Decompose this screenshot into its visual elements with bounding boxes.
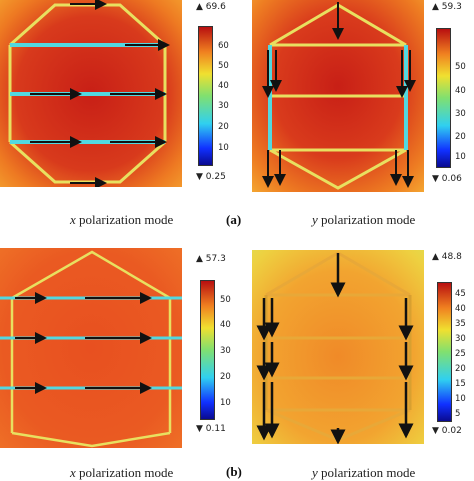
tick-label: 20 <box>218 122 229 132</box>
colorbar-max-label: ▲ 57.3 <box>196 254 226 264</box>
caption-text: polarization mode <box>317 465 416 480</box>
tick-label: 40 <box>220 320 231 330</box>
colorbar <box>436 28 451 168</box>
tick-label: 40 <box>455 304 466 314</box>
colorbar-min-label: ▼ 0.25 <box>196 172 226 182</box>
tick-label: 35 <box>455 319 466 329</box>
tick-label: 30 <box>455 109 466 119</box>
tick-label: 40 <box>455 86 466 96</box>
tick-label: 15 <box>455 379 466 389</box>
colorbar-min-label: ▼ 0.11 <box>196 424 226 434</box>
caption: x polarization mode <box>70 212 173 228</box>
caption: y polarization mode <box>312 212 415 228</box>
colorbar-max-label: ▲ 59.3 <box>432 2 462 12</box>
panel-tag-b: (b) <box>226 464 242 479</box>
tick-label: 45 <box>455 289 466 299</box>
tick-label: 40 <box>218 81 229 91</box>
panel-tag-a: (a) <box>226 212 242 227</box>
tick-label: 50 <box>455 62 466 72</box>
tick-label: 25 <box>455 349 466 359</box>
field-map <box>0 248 182 448</box>
colorbar-max-label: ▲ 48.8 <box>432 252 462 262</box>
tick-label: 10 <box>455 394 466 404</box>
caption-text: polarization mode <box>75 465 174 480</box>
colorbar <box>198 26 213 166</box>
tick-label: 50 <box>220 295 231 305</box>
tick-label: 60 <box>218 41 229 51</box>
tick-label: 20 <box>455 364 466 374</box>
tick-label: 10 <box>220 398 231 408</box>
colorbar <box>200 280 215 420</box>
caption-variable: x <box>70 212 76 227</box>
tick-label: 10 <box>218 143 229 153</box>
tick-label: 20 <box>455 132 466 142</box>
caption: x polarization mode <box>70 465 173 481</box>
tick-label: 50 <box>218 61 229 71</box>
colorbar-min-label: ▼ 0.02 <box>432 426 462 436</box>
field-map <box>252 250 424 444</box>
field-map <box>0 0 182 187</box>
tick-label: 5 <box>455 409 461 419</box>
colorbar <box>437 282 452 422</box>
caption-text: polarization mode <box>317 212 416 227</box>
tick-label: 20 <box>220 372 231 382</box>
tick-label: 10 <box>455 152 466 162</box>
caption-variable: y <box>312 212 318 227</box>
tick-label: 30 <box>455 334 466 344</box>
field-map <box>252 0 424 192</box>
caption: y polarization mode <box>312 465 415 481</box>
colorbar-min-label: ▼ 0.06 <box>432 174 462 184</box>
tick-label: 30 <box>220 346 231 356</box>
caption-variable: y <box>312 465 318 480</box>
caption-variable: x <box>70 465 76 480</box>
tick-label: 30 <box>218 101 229 111</box>
caption-text: polarization mode <box>75 212 174 227</box>
colorbar-max-label: ▲ 69.6 <box>196 2 226 12</box>
